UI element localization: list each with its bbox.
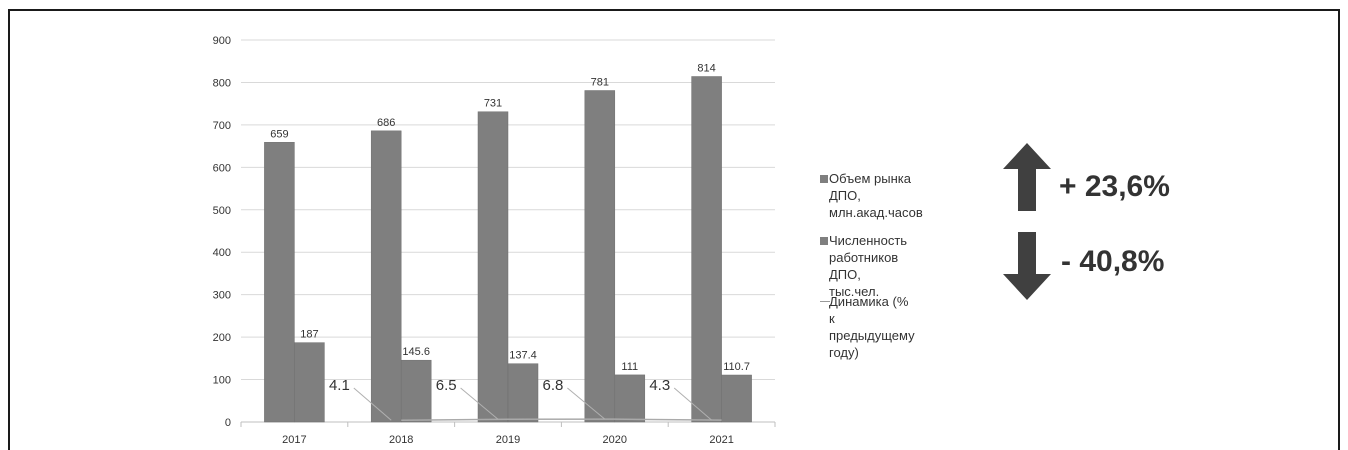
kpi-up-value: + 23,6% [1059,170,1170,203]
data-label-workers-2020: 111 [621,361,638,373]
bar-workers-2019 [507,363,539,423]
x-tick-label-2020: 2020 [603,434,627,446]
leader-dynamics-2019 [460,387,499,420]
legend-line-dynamics [820,301,830,302]
x-tick-label-2018: 2018 [389,434,413,446]
bar-workers-2017 [294,342,325,423]
data-label-market-2019: 731 [484,98,502,110]
data-label-market-2020: 781 [591,77,609,89]
data-label-market-2021: 814 [697,63,715,75]
data-label-dynamics-2021: 4.3 [649,377,670,394]
bar-workers-2018 [400,359,432,423]
leader-dynamics-2020 [567,387,606,420]
kpi-down-value: - 40,8% [1061,245,1165,278]
arrow-up-icon [1003,143,1051,211]
y-tick-label-0: 0 [225,417,231,429]
x-tick-label-2017: 2017 [282,434,306,446]
data-label-dynamics-2018: 4.1 [329,377,350,394]
data-label-dynamics-2020: 6.8 [543,377,564,394]
data-label-dynamics-2019: 6.5 [436,377,457,394]
legend-swatch-workers [820,237,828,245]
x-tick-label-2021: 2021 [709,434,733,446]
y-tick-label-800: 800 [213,77,231,89]
legend-swatch-market-volume [820,175,828,183]
data-label-workers-2018: 145.6 [402,346,430,358]
data-label-workers-2021: 110.7 [723,361,750,373]
bar-market-2018 [370,130,402,423]
y-tick-label-600: 600 [213,162,231,174]
data-label-market-2018: 686 [377,117,395,129]
legend-label-workers: Численность работников ДПО, тыс.чел. [829,233,908,299]
y-tick-label-500: 500 [213,205,231,217]
bar-market-2019 [477,111,509,423]
line-dynamics [401,418,722,422]
legend-label-dynamics: Динамика (% к предыдущему году) [829,294,915,360]
data-label-workers-2019: 137.4 [509,350,537,362]
arrow-down-icon [1003,232,1051,300]
y-tick-label-200: 200 [213,332,231,344]
y-tick-label-900: 900 [213,35,231,47]
y-tick-label-700: 700 [213,120,231,132]
bar-market-2021 [691,76,722,423]
y-tick-label-300: 300 [213,290,231,302]
legend-label-market-volume: Объем рынка ДПО, млн.акад.часов [829,171,923,220]
bar-market-2017 [264,142,295,423]
x-tick-label-2019: 2019 [496,434,520,446]
bar-workers-2020 [614,374,646,423]
y-tick-label-400: 400 [213,247,231,259]
bar-workers-2021 [721,374,752,423]
y-tick-label-100: 100 [213,375,231,387]
leader-dynamics-2018 [353,387,392,421]
leader-dynamics-2021 [673,387,712,421]
data-label-workers-2017: 187 [300,329,318,341]
bar-market-2020 [584,90,616,423]
data-label-market-2017: 659 [270,128,288,140]
